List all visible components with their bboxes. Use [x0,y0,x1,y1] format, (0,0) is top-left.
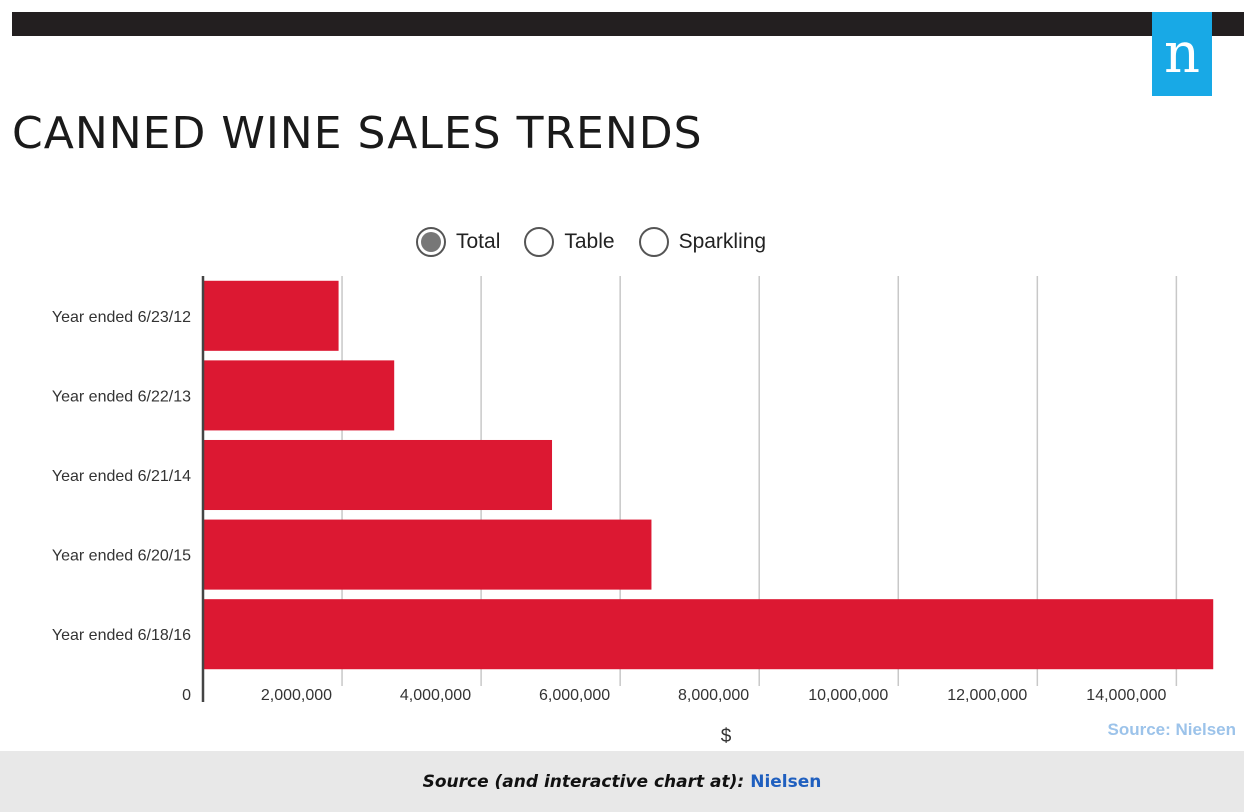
radio-label-sparkling: Sparkling [678,230,767,253]
footer-source-label: Source (and interactive chart at): [422,771,745,792]
radio-button-total[interactable] [416,227,446,257]
radio-label-table: Table [564,230,615,253]
x-tick-label: 10,000,000 [808,687,888,704]
bar [203,519,652,590]
radio-total[interactable]: Total [416,227,500,257]
x-tick-label: 6,000,000 [539,687,610,704]
y-tick-label: Year ended 6/23/12 [52,309,191,326]
y-tick-label: Year ended 6/18/16 [52,627,191,644]
x-tick-label: 0 [182,687,191,704]
x-tick-label: 8,000,000 [678,687,749,704]
x-tick-label: 2,000,000 [261,687,332,704]
footer: Source (and interactive chart at): Niels… [0,751,1244,812]
x-tick-label: 12,000,000 [947,687,1027,704]
radio-selected-dot [421,232,441,252]
radio-button-table[interactable] [524,227,555,257]
x-tick-label: 14,000,000 [1086,687,1166,704]
bar [203,439,553,511]
bar [203,360,395,431]
y-tick-label: Year ended 6/21/14 [52,468,191,485]
x-axis-label: $ [721,726,732,747]
radio-sparkling[interactable]: Sparkling [638,227,767,257]
y-tick-label: Year ended 6/20/15 [52,548,191,565]
chart-title: CANNED WINE SALES TRENDS [12,108,703,159]
radio-table[interactable]: Table [524,227,615,257]
radio-button-sparkling[interactable] [638,227,669,257]
bar [203,599,1214,670]
nielsen-logo: n [1152,12,1212,96]
bar-chart: Year ended 6/23/12 Year ended 6/22/13 Year… [52,276,1214,747]
source-note[interactable]: Source: Nielsen [1107,720,1237,739]
bar [203,280,339,351]
y-tick-label: Year ended 6/22/13 [52,388,191,405]
top-bar [12,12,1244,36]
series-filter: Total Table Sparkling [416,222,790,262]
x-tick-label: 4,000,000 [400,687,471,704]
radio-label-total: Total [456,230,501,253]
footer-source-link[interactable]: Nielsen [750,771,822,792]
